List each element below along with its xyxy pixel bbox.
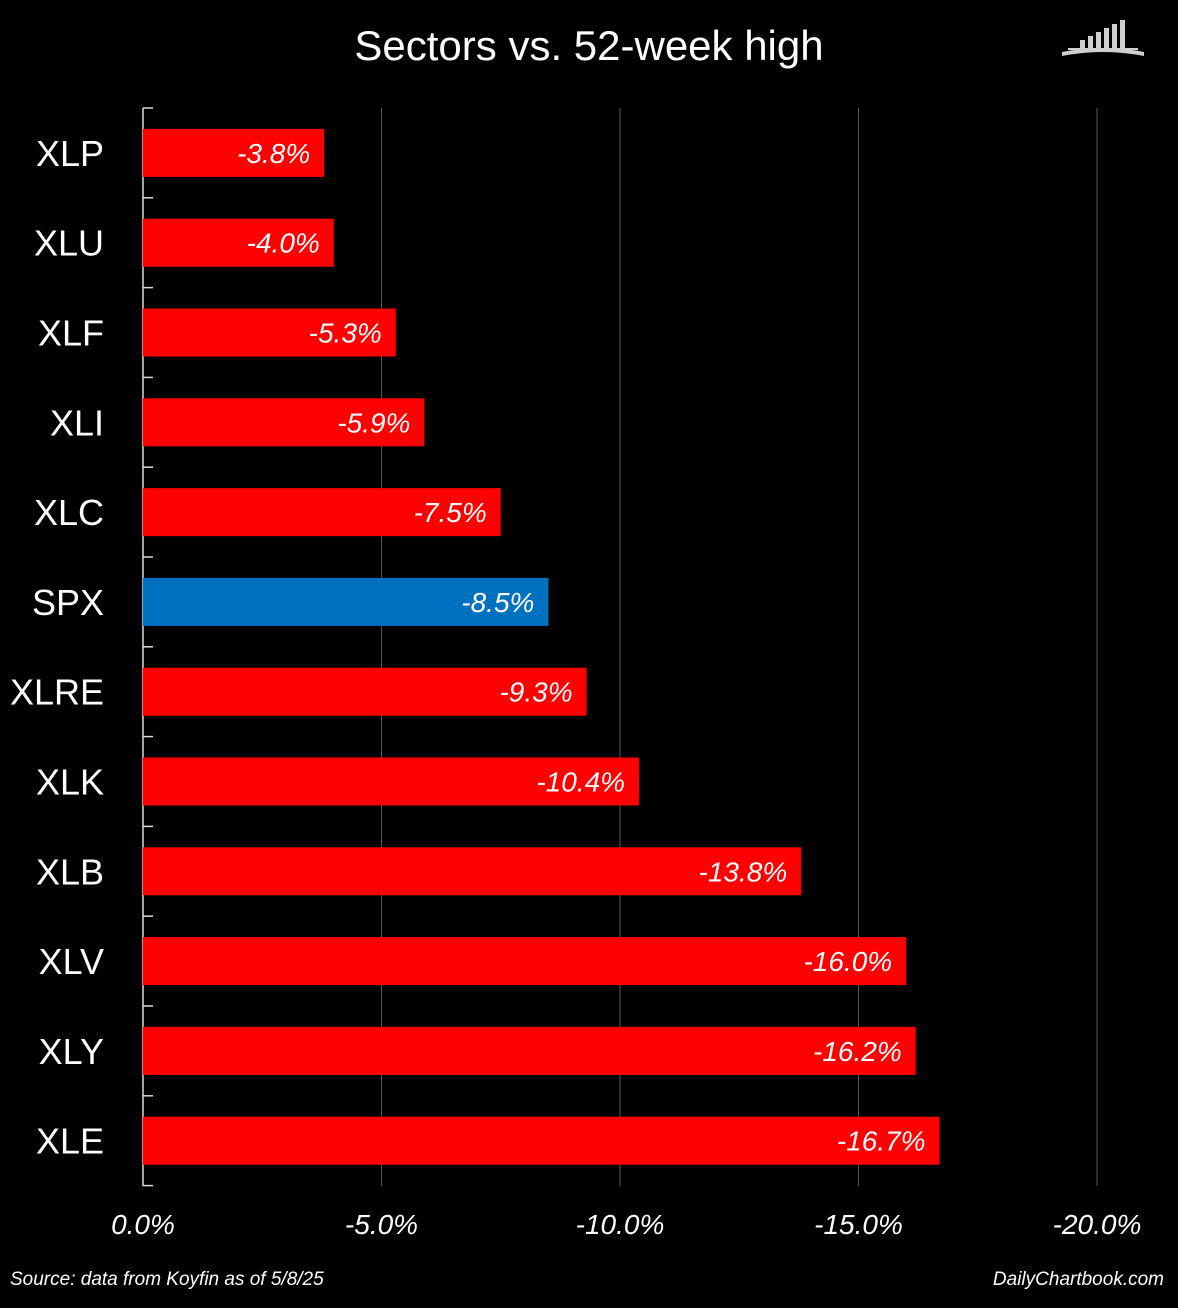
- category-label: XLP: [36, 133, 104, 174]
- bar-xlre: [143, 667, 587, 716]
- data-label: -7.5%: [414, 497, 487, 528]
- x-tick-label: -10.0%: [576, 1209, 665, 1240]
- category-label: XLU: [34, 223, 104, 264]
- category-label: XLE: [36, 1121, 104, 1162]
- category-label: XLF: [38, 313, 104, 354]
- data-label: -3.8%: [237, 138, 310, 169]
- bar-xly: [143, 1026, 916, 1075]
- data-label: -5.9%: [337, 407, 410, 438]
- x-tick-label: -15.0%: [814, 1209, 903, 1240]
- data-label: -5.3%: [309, 318, 382, 349]
- category-label: XLI: [50, 402, 104, 443]
- category-label: XLRE: [10, 672, 104, 713]
- bar-xli: [143, 398, 425, 447]
- category-label: XLK: [36, 762, 104, 803]
- data-label: -9.3%: [499, 677, 572, 708]
- bar-xlv: [143, 937, 907, 986]
- data-label: -4.0%: [247, 228, 320, 259]
- bar-xlc: [143, 488, 501, 537]
- category-label: XLB: [36, 851, 104, 892]
- chart-title: Sectors vs. 52-week high: [354, 22, 824, 69]
- x-tick-label: -5.0%: [345, 1209, 418, 1240]
- category-label: SPX: [32, 582, 104, 623]
- data-label: -8.5%: [461, 587, 534, 618]
- category-label: XLY: [39, 1031, 104, 1072]
- x-tick-label: -20.0%: [1053, 1209, 1142, 1240]
- data-label: -16.2%: [813, 1036, 902, 1067]
- x-tick-label: 0.0%: [111, 1209, 175, 1240]
- bar-xlu: [143, 218, 334, 267]
- data-label: -10.4%: [536, 767, 625, 798]
- bar-xlp: [143, 128, 325, 177]
- source-note: Source: data from Koyfin as of 5/8/25: [10, 1269, 324, 1290]
- site-credit: DailyChartbook.com: [992, 1269, 1164, 1290]
- category-label: XLC: [34, 492, 104, 533]
- data-label: -13.8%: [699, 856, 788, 887]
- bar-spx: [143, 577, 549, 626]
- bar-xlb: [143, 847, 802, 896]
- bar-xlk: [143, 757, 640, 806]
- data-label: -16.7%: [837, 1126, 926, 1157]
- data-label: -16.0%: [803, 946, 892, 977]
- bar-xlf: [143, 308, 396, 357]
- bar-xle: [143, 1116, 940, 1165]
- bar-chart-book-icon: [1062, 20, 1144, 56]
- category-label: XLV: [39, 941, 104, 982]
